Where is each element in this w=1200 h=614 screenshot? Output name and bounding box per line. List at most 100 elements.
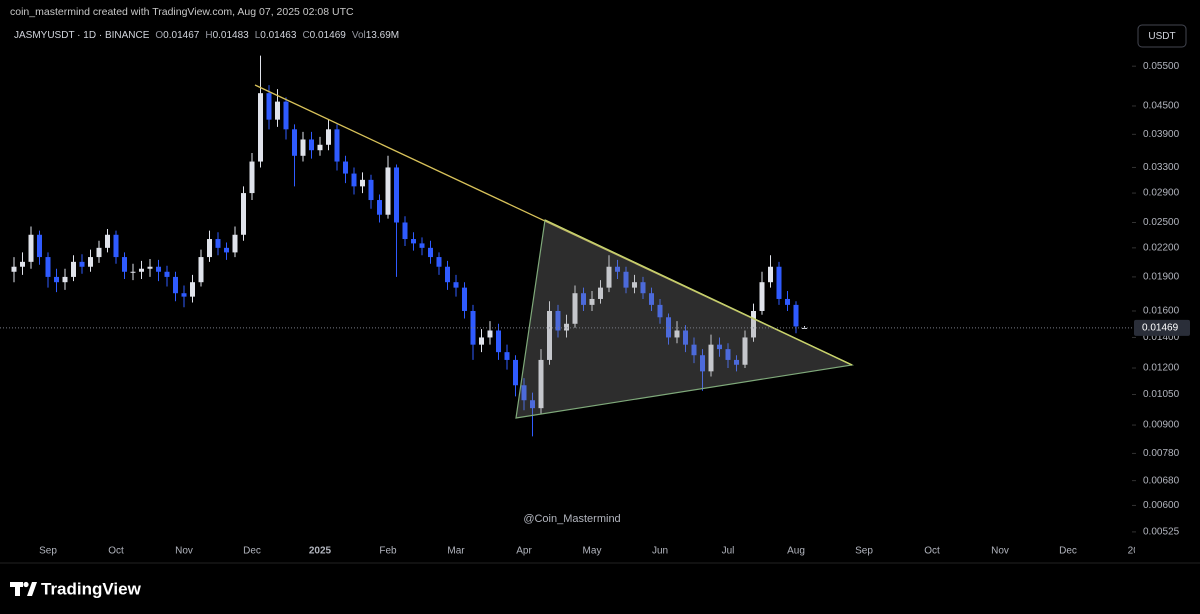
candle-body <box>156 266 161 272</box>
candle-body <box>198 257 204 283</box>
candle-body <box>20 261 25 267</box>
candle-body <box>300 139 306 156</box>
candle-body <box>207 239 212 258</box>
currency-button[interactable] <box>1137 24 1187 48</box>
candle-body <box>232 234 238 253</box>
y-tick-label: 0.04500 <box>1143 101 1180 112</box>
candle-body <box>181 293 187 297</box>
x-tick-label: 2025 <box>309 546 332 557</box>
legend-value: 0.01469 <box>310 30 347 41</box>
x-tick-label: Jun <box>652 546 668 557</box>
candle-body <box>700 355 705 372</box>
candle-body <box>521 385 527 401</box>
y-tick-label: 0.01900 <box>1143 272 1180 283</box>
candle-body <box>572 293 578 324</box>
candle-body <box>751 310 756 338</box>
candle-body <box>564 323 569 331</box>
legend-label: C <box>302 30 309 41</box>
candle-body <box>530 400 535 409</box>
y-tick-label: 0.00680 <box>1143 475 1180 486</box>
candle-body <box>555 310 561 331</box>
x-tick-label: May <box>583 546 602 557</box>
candle-body <box>513 359 518 386</box>
candle-body <box>717 344 722 350</box>
x-tick-label: Dec <box>243 546 261 557</box>
legend-label: O <box>155 30 163 41</box>
candle-body <box>683 330 688 345</box>
candle-body <box>428 247 433 258</box>
candle-body <box>147 266 153 269</box>
candle-body <box>504 352 510 360</box>
candle-body <box>360 179 365 187</box>
brand-name: TradingView <box>41 579 142 598</box>
x-tick-label: Sep <box>855 546 873 557</box>
candle-body <box>190 282 195 297</box>
candle-body <box>283 101 289 130</box>
candle-body <box>241 193 246 235</box>
candle-body <box>479 337 484 345</box>
candle-body <box>343 161 348 174</box>
y-tick-label: 0.00900 <box>1143 420 1180 431</box>
currency-label[interactable]: USDT <box>1148 31 1175 42</box>
candle-body <box>547 310 552 360</box>
candle-body <box>54 276 59 283</box>
candle-body <box>351 173 357 187</box>
candle-body <box>445 266 450 283</box>
candle-body <box>776 266 782 299</box>
candle-body <box>71 261 76 277</box>
candle-body <box>258 93 263 162</box>
x-tick-label: Dec <box>1059 546 1077 557</box>
logo-part <box>23 581 29 588</box>
candle-body <box>326 129 331 145</box>
candle-body <box>385 167 391 215</box>
last-price-label: 0.01469 <box>1142 323 1179 334</box>
candle-body <box>411 239 416 244</box>
y-tick-label: 0.01400 <box>1143 332 1180 343</box>
candle-body <box>666 317 671 338</box>
candle-body <box>615 266 620 272</box>
candle-body <box>88 257 93 267</box>
candle-body <box>453 282 459 288</box>
candle-body <box>487 330 493 338</box>
triangle-edge <box>544 219 853 366</box>
candle-body <box>164 271 170 277</box>
candle-body <box>649 293 654 305</box>
y-tick-label: 0.01050 <box>1143 389 1180 400</box>
y-tick-label: 0.02900 <box>1143 188 1180 199</box>
x-tick-label: 202 <box>1128 546 1145 557</box>
x-tick-label: Apr <box>516 546 532 557</box>
candle-body <box>292 129 297 156</box>
candle-body <box>105 234 110 248</box>
candle-body <box>589 298 595 305</box>
candle-body <box>377 200 382 215</box>
candle-body <box>640 282 646 294</box>
candle-body <box>657 304 663 318</box>
candle-body <box>462 287 467 311</box>
y-tick-label: 0.00600 <box>1143 500 1180 511</box>
x-tick-label: Nov <box>991 546 1009 557</box>
legend-label: L <box>255 30 261 41</box>
candle-body <box>436 257 442 267</box>
candle-body <box>249 161 255 194</box>
candle-body <box>79 261 85 267</box>
candle-body <box>759 282 765 311</box>
header-text: coin_mastermind created with TradingView… <box>10 6 354 18</box>
candle-body <box>62 276 68 283</box>
candle-body <box>130 271 136 273</box>
legend-label: H <box>205 30 212 41</box>
y-tick-label: 0.02200 <box>1143 242 1180 253</box>
candle-body <box>691 344 697 356</box>
legend-value: 0.01467 <box>163 30 200 41</box>
candle-body <box>623 271 629 288</box>
candle-body <box>674 330 680 338</box>
candle-body <box>785 298 790 305</box>
x-tick-label: Nov <box>175 546 193 557</box>
candle-body <box>734 359 739 365</box>
candle-body <box>266 93 272 120</box>
candle-body <box>581 293 586 305</box>
candle-body <box>96 247 102 258</box>
y-tick-label: 0.05500 <box>1143 61 1180 72</box>
candle-body <box>224 247 229 253</box>
